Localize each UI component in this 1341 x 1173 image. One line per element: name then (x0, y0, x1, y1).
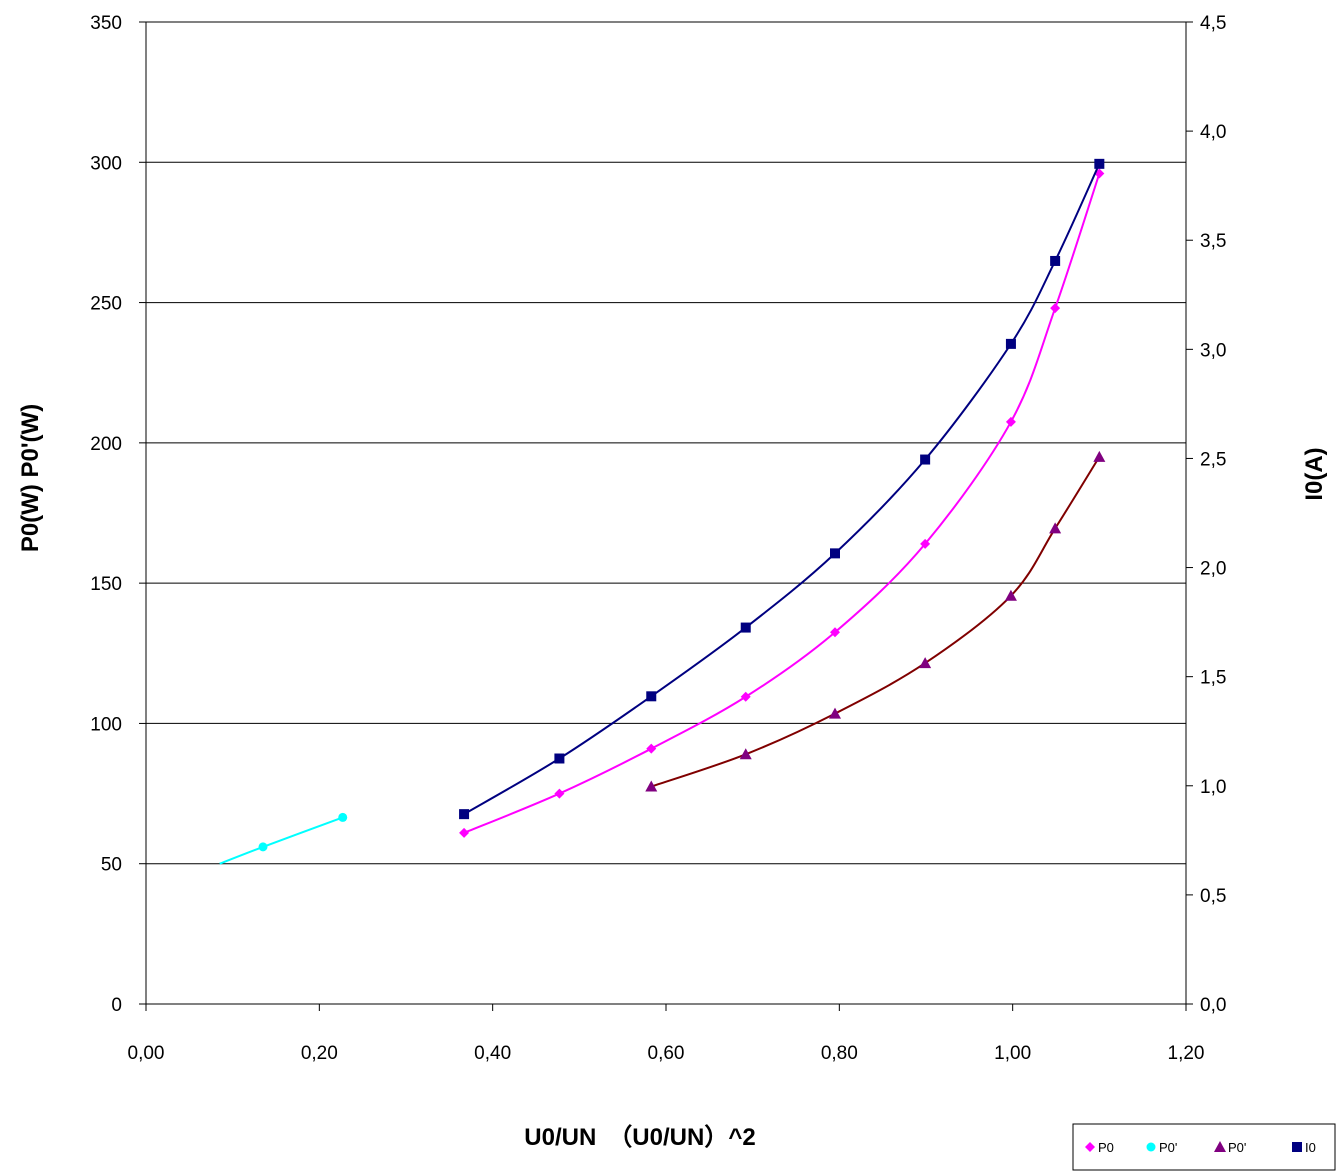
y-right-tick-label: 0,0 (1200, 995, 1226, 1016)
data-point (740, 691, 751, 702)
data-point (1005, 338, 1016, 349)
series-layer (219, 158, 1106, 865)
data-point (919, 657, 932, 669)
legend-swatch (1214, 1141, 1226, 1152)
y-left-axis-title: P0(W) P0'(W) (17, 404, 44, 552)
data-point (1004, 589, 1017, 601)
plot-area-frame (145, 21, 1187, 1005)
data-point (338, 812, 348, 822)
y-left-tick-label: 150 (90, 574, 122, 595)
y-right-tick-label: 1,5 (1200, 668, 1226, 689)
data-point (1050, 255, 1061, 266)
series-P0-1 (219, 812, 348, 865)
data-point (830, 548, 840, 559)
x-tick-label: 1,00 (994, 1043, 1031, 1064)
y-left-tick-label: 100 (90, 714, 122, 735)
data-point (554, 753, 565, 764)
x-tick-label: 0,20 (301, 1043, 338, 1064)
data-point (739, 748, 752, 760)
data-point (830, 627, 840, 638)
x-axis-title: U0/UN （U0/UN）^2 (524, 1124, 755, 1151)
legend-swatch (1146, 1142, 1156, 1152)
series-line (650, 456, 1101, 788)
y-right-axis-ticks: 0,0 0,5 1,0 1,5 2,0 2,5 3,0 3,5 4,0 4,5 (1186, 13, 1226, 1016)
series-I0-3 (459, 158, 1105, 820)
y-right-tick-label: 0,5 (1200, 886, 1226, 907)
legend-label: P0' (1159, 1140, 1177, 1155)
x-tick-label: 0,40 (474, 1043, 511, 1064)
data-point (646, 743, 657, 754)
legend-label: P0' (1228, 1140, 1246, 1155)
y-left-tick-label: 350 (90, 13, 122, 34)
y-right-tick-label: 2,5 (1200, 449, 1226, 470)
legend-swatch (1292, 1142, 1302, 1152)
y-left-tick-label: 50 (101, 855, 122, 876)
legend-label: I0 (1305, 1140, 1316, 1155)
y-right-tick-label: 4,5 (1200, 13, 1226, 34)
data-point (1050, 303, 1061, 314)
y-right-tick-label: 2,0 (1200, 559, 1226, 580)
y-right-axis-title: I0(A) (1301, 447, 1328, 500)
series-P0-2 (645, 450, 1106, 792)
x-tick-label: 0,00 (128, 1043, 165, 1064)
data-point (554, 788, 565, 799)
data-point (920, 538, 931, 549)
gridlines (146, 161, 1186, 865)
data-point (1094, 158, 1105, 169)
legend-label: P0 (1098, 1140, 1114, 1155)
x-tick-label: 0,60 (648, 1043, 685, 1064)
legend: P0 P0' P0' I0 (1072, 1123, 1336, 1171)
y-left-tick-label: 0 (111, 995, 122, 1016)
y-right-tick-label: 1,0 (1200, 777, 1226, 798)
data-point (920, 454, 931, 465)
y-right-tick-label: 3,5 (1200, 231, 1226, 252)
series-P0-0 (459, 168, 1105, 838)
y-left-tick-label: 200 (90, 434, 122, 455)
y-right-tick-label: 3,0 (1200, 340, 1226, 361)
legend-swatch (1085, 1142, 1095, 1152)
data-point (459, 809, 470, 820)
data-point (740, 622, 751, 633)
y-right-tick-label: 4,0 (1200, 122, 1226, 143)
y-left-tick-label: 300 (90, 153, 122, 174)
x-tick-label: 1,20 (1168, 1043, 1205, 1064)
data-point (459, 827, 470, 838)
x-axis-ticks: 0,00 0,20 0,40 0,60 0,80 1,00 1,20 (128, 1004, 1205, 1064)
x-tick-label: 0,80 (821, 1043, 858, 1064)
data-point (1005, 416, 1016, 427)
series-line (219, 816, 344, 865)
y-left-tick-label: 250 (90, 294, 122, 315)
series-line (463, 163, 1101, 816)
data-point (646, 691, 657, 702)
data-point (645, 780, 658, 792)
data-point (1049, 522, 1062, 534)
legend-box (1072, 1123, 1336, 1171)
series-line (463, 173, 1101, 834)
y-left-axis-ticks: 0 50 100 150 200 250 300 350 (90, 13, 146, 1016)
data-point (258, 842, 268, 852)
data-point (829, 707, 841, 719)
data-point (1093, 450, 1106, 462)
